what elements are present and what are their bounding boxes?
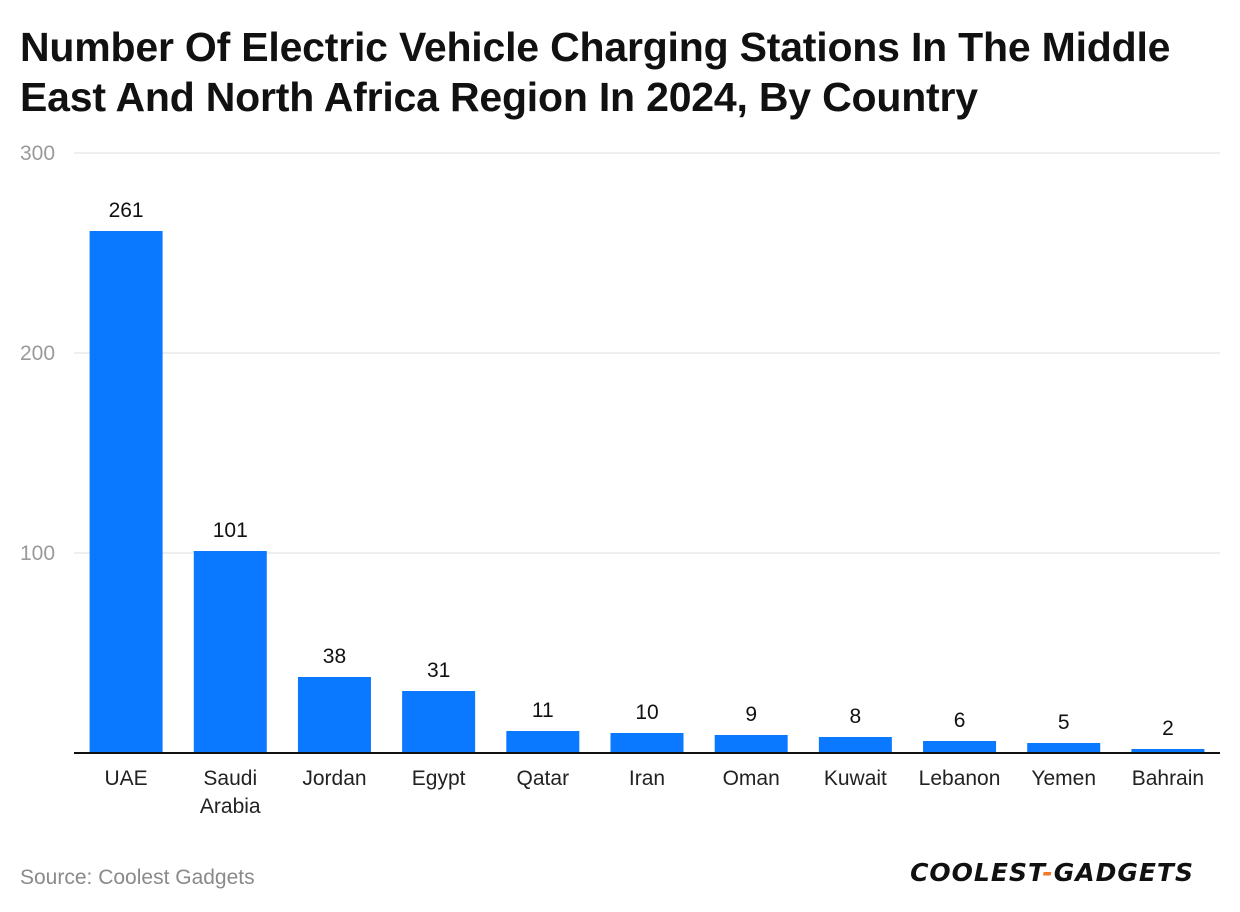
x-tick-label-line: Yemen [1031,767,1096,790]
x-tick-label-line: Jordan [302,767,366,790]
y-tick-label: 300 [20,142,55,165]
bar [402,691,476,753]
x-tick-label-line: Iran [629,767,665,790]
x-tick-label-line: Oman [723,767,780,790]
data-label: 101 [213,519,248,542]
bar [818,737,892,753]
data-label: 9 [745,703,757,726]
logo-text-left: COOLEST [910,858,1043,887]
x-tick-label-line: Arabia [200,795,261,818]
data-label: 6 [954,709,966,732]
data-label: 8 [850,705,862,728]
data-label: 31 [427,659,450,682]
x-tick-label: Oman [723,767,780,790]
y-tick-label: 100 [20,542,55,565]
x-tick-label: Kuwait [824,767,887,790]
x-tick-label-line: Lebanon [919,767,1001,790]
x-tick-label: Qatar [517,767,570,790]
x-tick-label-line: Egypt [412,767,466,790]
x-tick-label-line: Kuwait [824,767,887,790]
x-tick-label: Iran [629,767,665,790]
bar [923,741,997,753]
x-tick-label: Saudi Arabia [200,767,261,818]
x-tick-label: UAE [104,767,147,790]
chart-title: Number Of Electric Vehicle Charging Stat… [20,24,1171,120]
x-tick-label: Bahrain [1132,767,1204,790]
x-tick-label: Egypt [412,767,466,790]
source-note: Source: Coolest Gadgets [20,866,255,889]
logo-separator: - [1042,858,1054,887]
brand-logo: COOLEST-GADGETS [910,858,1194,887]
x-tick-label-line: Bahrain [1132,767,1204,790]
data-label: 38 [323,645,346,668]
x-tick-label: Jordan [302,767,366,790]
bar [1027,743,1101,753]
bar [89,231,163,753]
y-tick-label: 200 [20,342,55,365]
logo-text-right: GADGETS [1053,858,1194,887]
bar [506,731,580,753]
x-tick-label-line: UAE [104,767,147,790]
data-label: 5 [1058,711,1070,734]
x-tick-label: Lebanon [919,767,1001,790]
bar [714,735,788,753]
bar [1131,749,1205,753]
data-label: 261 [109,199,144,222]
bar [193,551,267,753]
x-tick-label: Yemen [1031,767,1096,790]
x-tick-label-line: Saudi [203,767,257,790]
x-tick-label-line: Qatar [517,767,570,790]
bar [297,677,371,753]
data-label: 2 [1162,717,1174,740]
data-label: 11 [532,699,554,722]
data-label: 10 [635,701,658,724]
bar [610,733,684,753]
